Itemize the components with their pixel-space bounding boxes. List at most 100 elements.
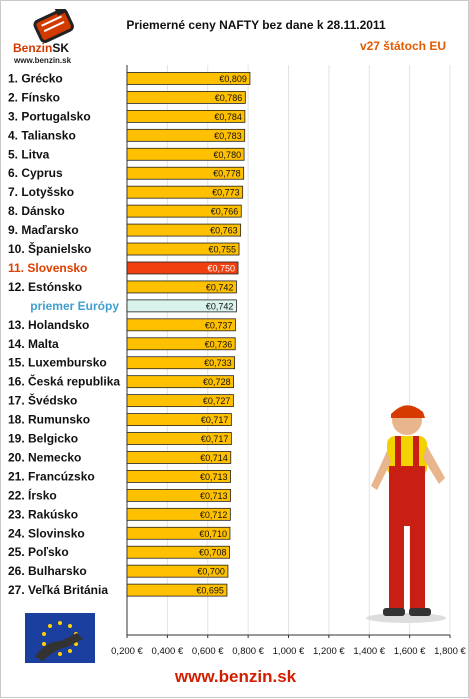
bar [126,451,232,464]
bar [126,109,246,123]
bar-value-label: €0,713 [200,472,228,482]
bar [126,507,231,521]
bar-value-label: €0,710 [199,529,227,539]
category-label: 21. Francúzsko [8,469,95,483]
logo-text: BenzinSK [13,41,70,55]
bar-value-label: €0,733 [204,358,232,368]
category-label: 17. Švédsko [8,393,77,408]
benzin-logo-icon [33,9,74,43]
bar [126,280,237,294]
bar [126,299,237,313]
bar-value-label: €0,713 [200,491,228,501]
category-label: 12. Estónsko [8,280,82,294]
bar [126,545,230,559]
bar [126,91,246,104]
bar-value-label: €0,780 [214,150,242,160]
category-label: 1. Grécko [8,71,63,85]
category-label: 3. Portugalsko [8,109,91,123]
x-tick-label: 1,600 € [394,646,426,657]
bar [126,337,236,351]
category-label: 10. Španielsko [8,241,91,256]
footer-url: www.benzin.sk [174,667,297,686]
category-label: 7. Lotyšsko [8,185,74,199]
bar-value-label: €0,695 [196,586,224,596]
category-label: 19. Belgicko [8,432,78,446]
bar-value-label: €0,708 [199,548,227,558]
bar-value-label: €0,742 [206,282,234,292]
bar-value-label: €0,755 [209,245,237,255]
bar [126,223,242,237]
eu-flag-fuel-nozzle-icon [25,613,95,663]
bar [126,128,246,142]
x-tick-label: 1,200 € [313,646,345,657]
chart-subtitle: v27 štátoch EU [359,39,446,53]
category-label: 8. Dánsko [8,204,65,218]
category-label: 23. Rakúsko [8,507,78,521]
logo-url: www.benzin.sk [14,56,72,65]
bar-value-label: €0,750 [208,263,236,273]
bar [126,526,231,540]
bar-value-label: €0,714 [200,453,228,463]
x-tick-label: 1,800 € [434,646,466,657]
category-label: 18. Rumunsko [8,413,90,427]
category-label: 22. Írsko [8,487,57,502]
category-label: 24. Slovinsko [8,526,85,540]
bar-value-label: €0,727 [203,396,231,406]
bar [126,488,231,502]
x-tick-label: 0,800 € [232,646,264,657]
bar [126,166,245,180]
bar-value-label: €0,773 [212,188,240,198]
bar [126,583,228,597]
bar [126,413,232,426]
chart-title: Priemerné ceny NAFTY bez dane k 28.11.20… [126,18,386,32]
category-label: 2. Fínsko [8,90,60,104]
category-label: 11. Slovensko [8,261,87,275]
category-label: 9. Maďarsko [8,223,79,237]
bar [126,261,239,275]
category-label: 26. Bulharsko [8,564,87,578]
x-tick-label: 1,000 € [273,646,305,657]
bar-value-label: €0,784 [214,112,242,122]
bar [126,72,251,85]
mechanic-mascot-icon [366,405,446,623]
bar [126,185,244,199]
category-label: 13. Holandsko [8,318,89,332]
category-label: 6. Cyprus [8,166,63,180]
bar-value-label: €0,742 [206,301,234,311]
category-label: 5. Litva [8,147,50,161]
x-tick-label: 0,600 € [192,646,224,657]
category-label: 14. Malta [8,337,59,351]
bar-value-label: €0,728 [203,377,231,387]
bar-value-label: €0,766 [211,207,239,217]
bar-value-label: €0,778 [213,169,241,179]
bar-value-label: €0,809 [219,74,247,84]
category-label: priemer Európy [30,299,119,313]
category-label: 4. Taliansko [8,128,76,142]
bar-value-label: €0,700 [197,567,225,577]
category-label: 25. Poľsko [8,545,69,559]
category-label: 15. Luxembursko [8,356,107,370]
bar [126,432,232,445]
bar-value-label: €0,763 [210,226,238,236]
bar [126,564,229,578]
bar [126,242,240,256]
bar-value-label: €0,736 [205,339,233,349]
bar [126,394,234,408]
category-label: 16. Česká republika [8,374,120,389]
bar [126,318,236,332]
bar-value-label: €0,737 [205,320,233,330]
bar-value-label: €0,712 [200,510,228,520]
category-label: 20. Nemecko [8,450,81,464]
bar [126,204,242,218]
bar [126,147,245,161]
bar-value-label: €0,717 [201,415,229,425]
bar-value-label: €0,786 [215,93,243,103]
x-tick-label: 0,200 € [111,646,143,657]
bar-value-label: €0,717 [201,434,229,444]
bar-value-label: €0,783 [214,131,242,141]
x-tick-label: 0,400 € [152,646,184,657]
x-tick-label: 1,400 € [353,646,385,657]
bar [126,375,234,389]
